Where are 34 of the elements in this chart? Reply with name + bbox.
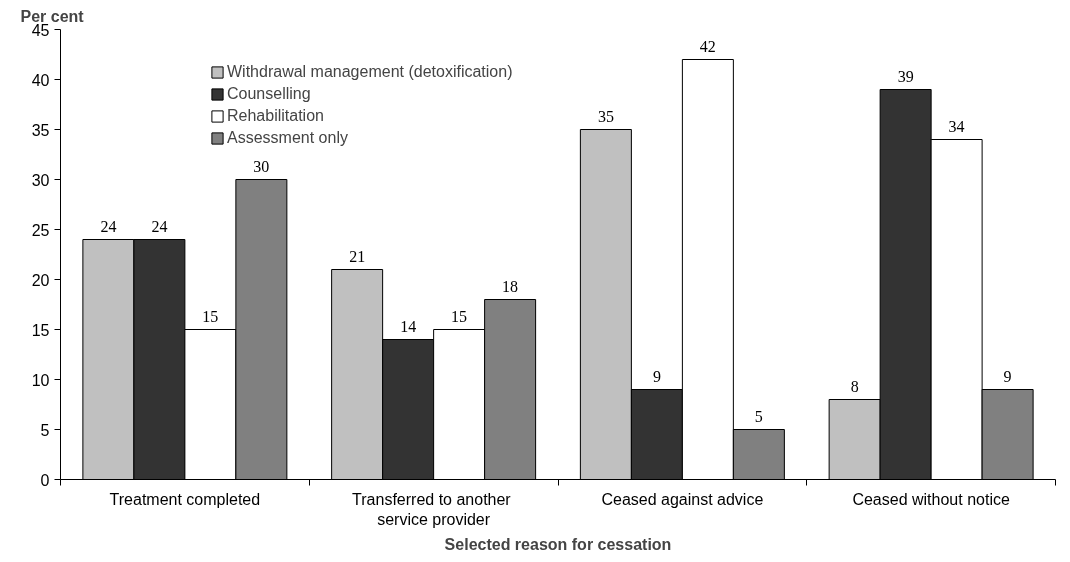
- data-label: 35: [597, 107, 614, 125]
- data-label: 24: [151, 217, 168, 235]
- x-tick-label: Ceased without notice: [852, 490, 1010, 508]
- y-tick-label: 25: [31, 221, 50, 239]
- legend-label: Withdrawal management (detoxification): [227, 62, 513, 82]
- x-tick-label: Transferred to another service provider: [352, 490, 512, 528]
- x-tick-label: Ceased against advice: [601, 490, 764, 508]
- y-tick-label: 30: [31, 171, 50, 189]
- data-label: 39: [897, 67, 914, 85]
- data-label: 15: [451, 307, 468, 325]
- data-label: 8: [850, 377, 859, 395]
- x-tick-label: Treatment completed: [109, 490, 261, 508]
- data-label: 42: [699, 37, 716, 55]
- y-tick-label: 10: [31, 371, 50, 389]
- y-tick-label: 40: [31, 71, 50, 89]
- legend-label: Counselling: [227, 84, 311, 104]
- x-axis-title: Selected reason for cessation: [444, 535, 672, 553]
- data-label: 15: [202, 307, 219, 325]
- data-label: 14: [400, 317, 417, 335]
- y-tick-label: 5: [40, 421, 50, 439]
- y-tick-label: 15: [31, 321, 50, 339]
- legend-label: Rehabilitation: [227, 106, 324, 126]
- data-label: 5: [754, 407, 763, 425]
- data-label: 9: [652, 367, 661, 385]
- y-tick-label: 20: [31, 271, 50, 289]
- y-tick-label: 35: [31, 121, 50, 139]
- data-label: 34: [948, 117, 965, 135]
- y-tick-label: 0: [40, 471, 50, 489]
- data-label: 18: [502, 277, 519, 295]
- data-label: 30: [253, 157, 270, 175]
- legend-label: Assessment only: [227, 128, 348, 148]
- data-label: 9: [1003, 367, 1012, 385]
- data-label: 24: [100, 217, 117, 235]
- data-label: 21: [349, 247, 366, 265]
